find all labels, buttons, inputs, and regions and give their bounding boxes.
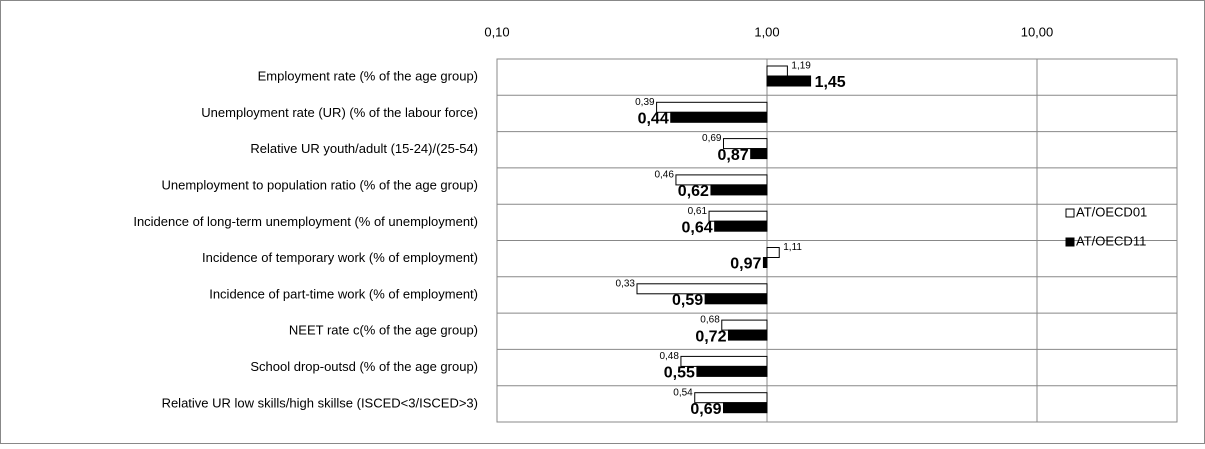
x-tick-label: 10,00 [1021,24,1054,39]
bar [722,402,768,414]
x-tick-label: 0,10 [484,24,509,39]
value-label: 0,33 [616,278,636,289]
legend-label: AT/OECD01 [1076,204,1147,219]
bar [721,319,768,331]
bar [722,138,768,150]
bar [727,329,768,341]
bar [656,101,768,113]
y-tick-label: Relative UR low skills/high skillse (ISC… [162,395,478,410]
value-label-bold: 0,55 [664,365,695,382]
y-tick-label: Unemployment rate (UR) (% of the labour … [201,105,478,120]
x-tick-label: 1,00 [754,24,779,39]
y-tick-label: Incidence of part-time work (% of employ… [209,286,478,301]
bar [636,283,768,295]
value-label: 0,61 [688,206,708,217]
y-tick-label: Incidence of temporary work (% of employ… [202,250,478,265]
y-tick-label: Relative UR youth/adult (15-24)/(25-54) [250,141,478,156]
value-label: 0,68 [700,315,720,326]
value-label-bold: 0,44 [638,111,669,128]
bar [708,210,768,222]
value-label: 0,39 [635,97,655,108]
value-label-bold: 0,69 [690,401,721,418]
value-label-bold: 0,97 [730,256,761,273]
y-tick-label: Unemployment to population ratio (% of t… [161,177,478,192]
value-label-bold: 0,72 [695,328,726,345]
bar [670,111,768,123]
value-label-bold: 1,45 [815,74,846,91]
value-label-bold: 0,64 [682,219,713,236]
bar [766,75,812,87]
value-label: 1,11 [783,242,802,253]
legend-swatch [1065,237,1075,247]
value-label: 0,48 [659,351,679,362]
y-tick-label: Incidence of long-term unemployment (% o… [133,214,478,229]
bar [766,65,788,77]
value-label: 1,19 [791,61,811,72]
legend-swatch [1065,208,1075,218]
value-label: 0,46 [654,170,674,181]
value-label-bold: 0,62 [678,183,709,200]
bar [714,220,768,232]
value-label: 0,54 [673,387,693,398]
bar [704,293,768,305]
bar [762,257,768,268]
y-tick-label: School drop-outsd (% of the age group) [250,359,478,374]
bar [766,247,780,258]
value-label-bold: 0,87 [718,147,749,164]
y-tick-label: Employment rate (% of the age group) [258,69,478,84]
bar [696,365,768,377]
value-label: 0,69 [702,133,722,144]
legend-label: AT/OECD11 [1076,233,1146,248]
bar [750,148,768,160]
bar [710,184,768,196]
y-tick-label: NEET rate c(% of the age group) [289,323,478,338]
value-label-bold: 0,59 [672,292,703,309]
